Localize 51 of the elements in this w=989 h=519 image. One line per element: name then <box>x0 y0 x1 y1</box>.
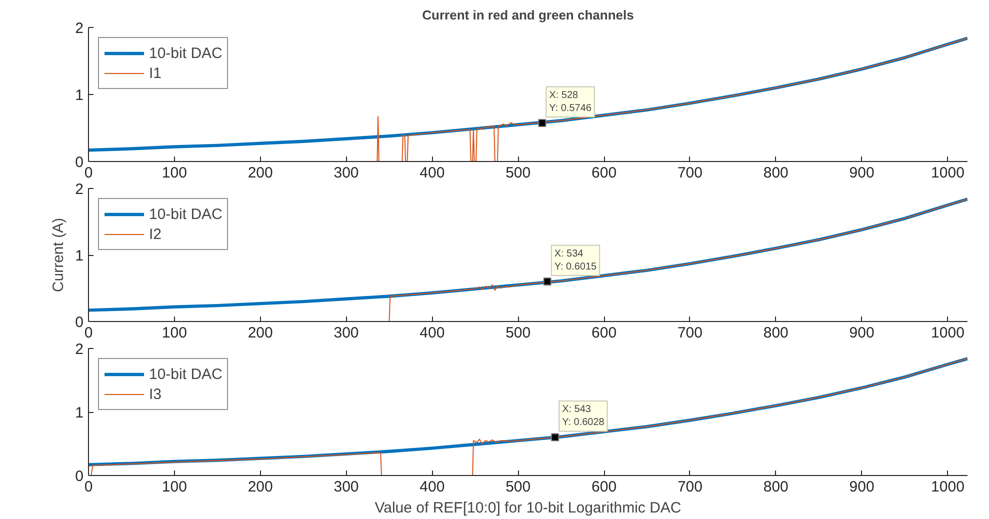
x-tick-label: 500 <box>506 478 531 496</box>
x-tick-label: 700 <box>677 164 702 182</box>
x-tick-label: 300 <box>334 164 359 182</box>
x-tick-label: 400 <box>420 478 445 496</box>
x-tick-label: 200 <box>248 478 273 496</box>
x-tick-label: 100 <box>162 324 187 342</box>
legend-label: I3 <box>149 386 163 402</box>
y-tick-label: 1 <box>75 248 84 264</box>
y-tick-label: 1 <box>75 404 84 422</box>
x-tick-label: 800 <box>763 324 788 342</box>
x-tick-label: 200 <box>248 324 273 342</box>
y-axis-title: Current (A) <box>50 218 68 292</box>
x-tick-label: 700 <box>677 324 702 342</box>
legend-label: I2 <box>149 226 163 242</box>
annotation: X: 543 Y: 0.6028 <box>562 404 605 428</box>
x-tick-label: 300 <box>334 478 359 496</box>
x-tick-label: 600 <box>592 164 617 182</box>
y-tick-label: 0 <box>75 468 84 485</box>
y-tick-label: 0 <box>75 314 84 331</box>
x-tick-label: 800 <box>763 164 788 182</box>
x-tick-label: 600 <box>592 324 617 342</box>
x-tick-label: 800 <box>763 478 788 496</box>
legend-label: 10-bit DAC <box>149 44 222 62</box>
legend-label: 10-bit DAC <box>149 366 222 382</box>
annotation: X: 534 Y: 0.6015 <box>554 248 598 272</box>
x-tick-label: 400 <box>420 164 445 182</box>
x-tick-label: 700 <box>677 478 702 496</box>
y-tick-label: 2 <box>75 181 84 198</box>
x-tick-label: 900 <box>849 478 874 496</box>
x-tick-label: 1000 <box>931 478 964 496</box>
x-tick-label: 600 <box>592 478 617 496</box>
x-tick-label: 200 <box>248 164 273 182</box>
x-tick-label: 400 <box>420 324 445 342</box>
x-tick-label: 900 <box>849 164 874 182</box>
y-tick-label: 2 <box>75 20 84 37</box>
x-tick-label: 300 <box>334 324 359 342</box>
x-tick-label: 900 <box>849 324 874 342</box>
legend-label: I1 <box>149 64 163 82</box>
legend-label: 10-bit DAC <box>149 206 222 222</box>
x-axis-title: Value of REF[10:0] for 10-bit Logarithmic DAC <box>374 500 682 516</box>
x-tick-label: 1000 <box>931 324 964 342</box>
y-tick-label: 1 <box>75 87 84 104</box>
y-tick-label: 2 <box>75 341 84 358</box>
x-tick-label: 500 <box>506 164 531 182</box>
annotation: X: 528 Y: 0.5746 <box>549 90 592 114</box>
x-tick-label: 1000 <box>931 164 964 182</box>
x-tick-label: 100 <box>162 164 187 182</box>
y-tick-label: 0 <box>75 154 84 171</box>
chart-title: Current in red and green channels <box>422 8 634 22</box>
x-tick-label: 100 <box>162 478 187 496</box>
x-tick-label: 500 <box>506 324 531 342</box>
